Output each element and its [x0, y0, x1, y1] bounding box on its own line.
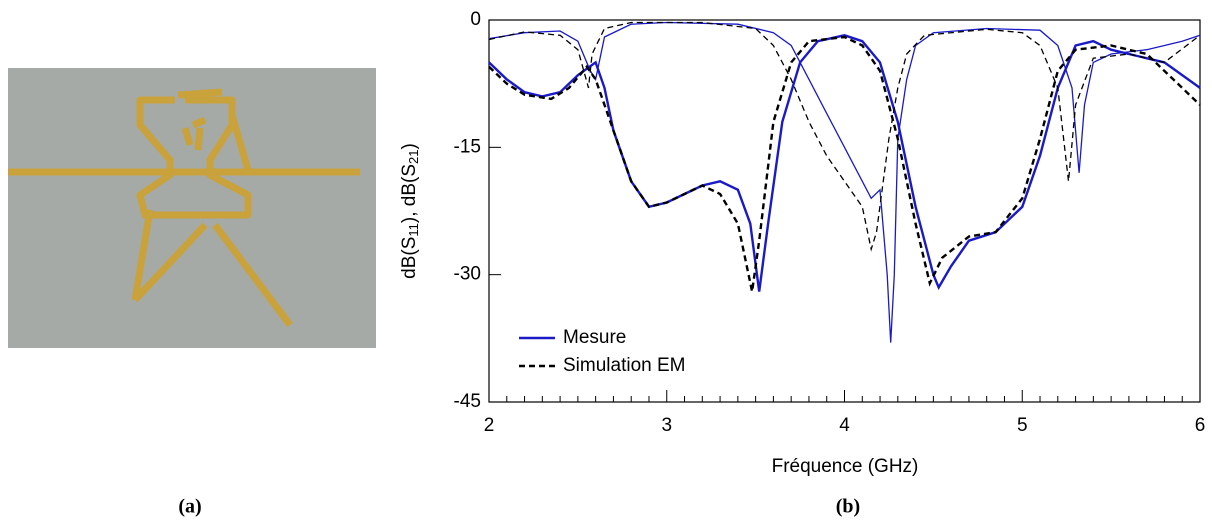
series-line — [488, 21, 1201, 343]
x-axis-label: Fréquence (GHz) — [772, 456, 919, 477]
x-tick-label: 3 — [661, 415, 672, 436]
series-line — [488, 35, 1201, 292]
panel-label: (b) — [836, 496, 860, 518]
y-tick-label: 0 — [470, 9, 481, 30]
x-tick-label: 2 — [484, 415, 495, 436]
y-axis-label-part: ), dB(S — [399, 164, 420, 223]
y-axis-label-part: dB(S — [399, 237, 420, 279]
y-tick-label: -45 — [454, 391, 481, 412]
series-line — [488, 21, 1201, 252]
y-axis-label: dB(S11), dB(S21) — [399, 143, 421, 279]
y-axis-label-part: 11 — [406, 223, 421, 237]
panel-label: (a) — [178, 496, 201, 518]
y-tick-label: -30 — [454, 264, 481, 285]
x-tick-label: 6 — [1195, 415, 1206, 436]
y-axis-label-part: 21 — [406, 149, 421, 163]
x-tick-label: 5 — [1017, 415, 1028, 436]
x-tick-label: 4 — [839, 415, 850, 436]
legend-label: Mesure — [563, 327, 626, 348]
legend-label: Simulation EM — [563, 355, 686, 376]
series-line — [488, 34, 1201, 292]
y-tick-label: -15 — [454, 136, 481, 157]
y-axis-label-part: ) — [399, 143, 420, 149]
photo — [8, 68, 376, 348]
